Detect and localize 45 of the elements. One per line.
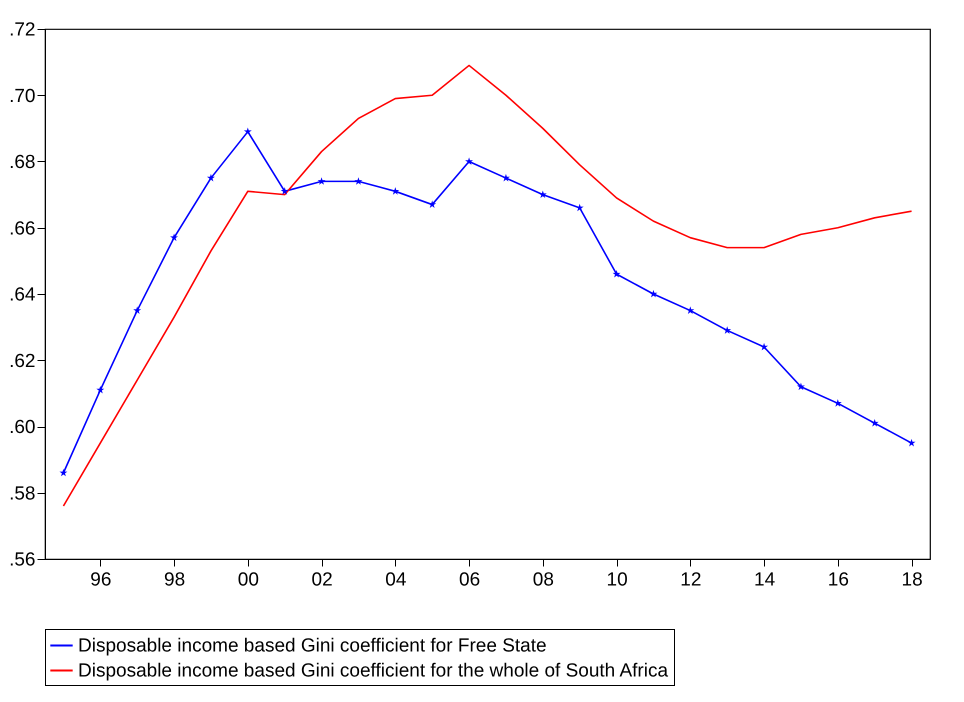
x-tick-label: 08: [532, 570, 554, 590]
x-tick-label: 06: [458, 570, 480, 590]
point: [318, 177, 326, 185]
point: [465, 157, 474, 165]
y-tick-label: .64: [9, 284, 36, 306]
y-tick-label: .68: [9, 152, 36, 173]
x-tick-label: 10: [606, 570, 628, 590]
point: [908, 438, 916, 446]
point: [170, 234, 178, 242]
point: [502, 174, 510, 182]
x-tick-label: 16: [828, 570, 849, 590]
point: [649, 290, 658, 298]
y-tick-label: .70: [9, 86, 36, 107]
x-tick-label: 02: [311, 570, 333, 590]
point: [834, 399, 842, 407]
point: [612, 270, 621, 278]
point: [686, 306, 694, 314]
point: [244, 128, 252, 136]
y-tick-label: .66: [9, 218, 36, 240]
x-tick-label: 00: [238, 570, 259, 590]
x-tick-label: 12: [680, 570, 702, 590]
y-tick-label: .58: [9, 483, 36, 504]
point: [723, 326, 732, 334]
y-tick-label: .62: [9, 350, 36, 372]
point: [206, 174, 215, 182]
point: [133, 306, 142, 314]
y-tick-label: .56: [9, 550, 36, 570]
x-tick-label: 96: [90, 570, 112, 590]
point: [59, 468, 68, 476]
point: [870, 419, 879, 427]
point: [538, 190, 547, 198]
x-tick-label: 04: [385, 570, 407, 590]
x-tick-label: 98: [164, 570, 186, 590]
y-tick-label: .72: [9, 20, 36, 40]
point: [96, 386, 104, 394]
line-series: [62, 64, 912, 507]
legend-label: Disposable income based Gini coefficient for the whole of South Africa: [78, 660, 668, 682]
point: [280, 187, 289, 195]
point: [354, 177, 362, 185]
point: [796, 382, 805, 390]
legend-label: Disposable income based Gini coefficient for Free State: [78, 636, 547, 656]
x-tick-label: 14: [754, 570, 776, 590]
y-tick-label: .60: [9, 417, 36, 438]
point: [760, 342, 768, 350]
x-tick-label: 18: [901, 570, 923, 590]
